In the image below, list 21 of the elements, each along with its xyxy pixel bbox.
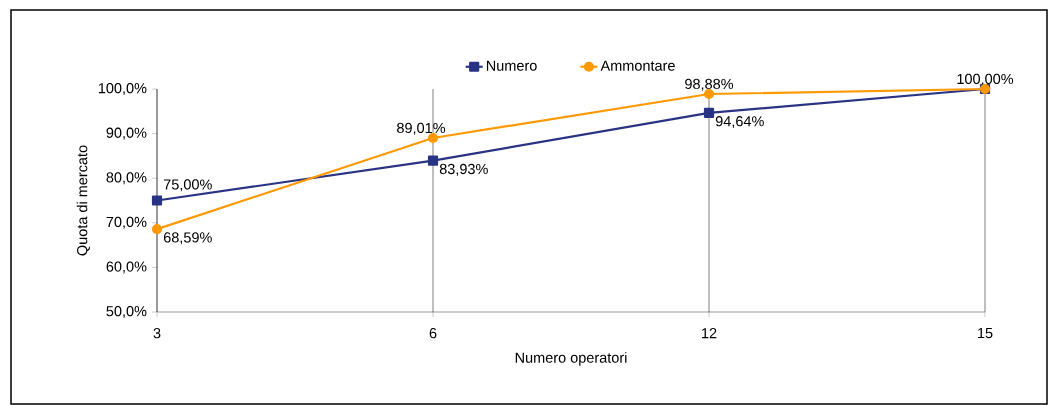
y-tick-label: 70,0% xyxy=(106,216,147,229)
x-tick-label: 15 xyxy=(978,328,993,339)
data-label: 98,88% xyxy=(685,78,734,91)
y-tick-label: 50,0% xyxy=(106,306,147,318)
data-label: 68,59% xyxy=(163,232,212,245)
y-axis-title: Quota di mercato xyxy=(76,145,90,256)
y-tick-label: 80,0% xyxy=(106,172,147,185)
x-tick-label: 3 xyxy=(153,328,161,339)
data-label: 83,93% xyxy=(439,163,488,176)
x-axis-title: Numero operatori xyxy=(515,352,627,366)
x-tick-label: 6 xyxy=(429,328,437,339)
data-label: 100,00% xyxy=(957,73,1014,86)
x-tick-label: 12 xyxy=(702,328,717,339)
y-tick-label: 60,0% xyxy=(106,261,147,274)
y-tick-label: 90,0% xyxy=(106,127,147,140)
data-label: 89,01% xyxy=(397,122,446,135)
data-label: 94,64% xyxy=(715,116,764,129)
legend-label: Numero xyxy=(486,60,537,71)
y-tick-label: 100,0% xyxy=(98,83,147,95)
data-label: 75,00% xyxy=(163,179,212,192)
legend-label: Ammontare xyxy=(600,60,675,71)
